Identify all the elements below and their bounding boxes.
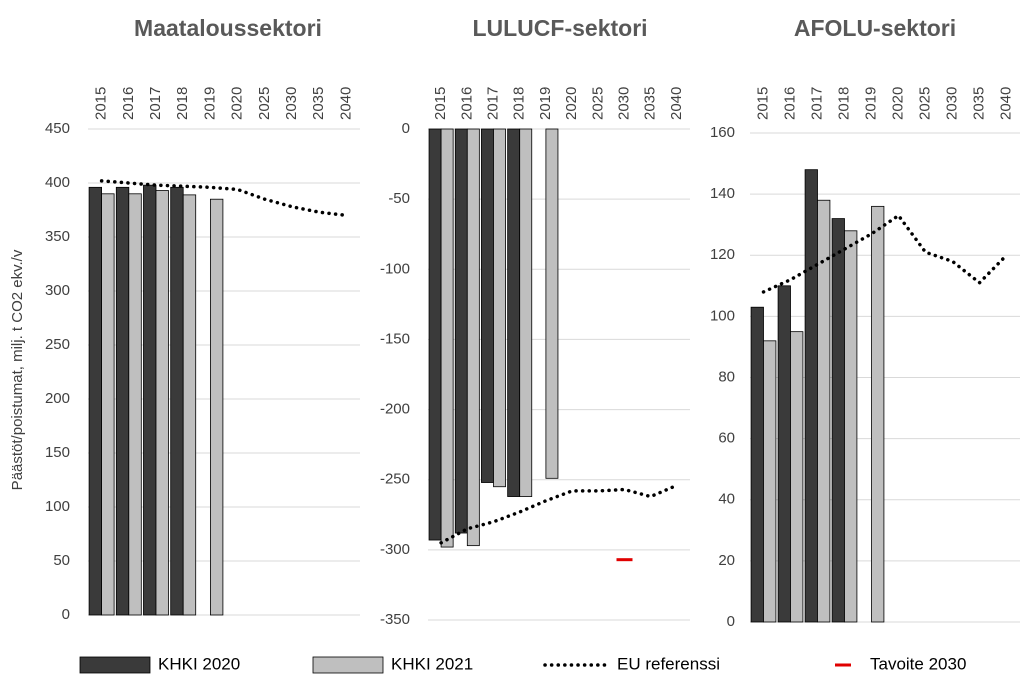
y-tick-label: -250 <box>380 471 410 488</box>
bar <box>871 205 885 623</box>
bar <box>115 186 130 616</box>
y-tick-label: 160 <box>710 124 735 141</box>
x-tick-label: 2017 <box>147 87 164 120</box>
x-tick-label: 2015 <box>93 87 110 120</box>
x-tick-label: 2040 <box>337 87 354 120</box>
bar <box>817 199 831 623</box>
y-tick-label: 40 <box>718 491 735 508</box>
y-tick-label: 0 <box>402 120 410 137</box>
y-tick-label: 200 <box>45 390 70 407</box>
x-tick-label: 2018 <box>511 87 528 120</box>
bar <box>545 128 559 479</box>
y-tick-label: -150 <box>380 330 410 347</box>
y-tick-label: 120 <box>710 246 735 263</box>
x-tick-label: 2025 <box>256 87 273 120</box>
y-tick-label: 350 <box>45 228 70 245</box>
x-tick-label: 2020 <box>563 87 580 120</box>
y-tick-label: -50 <box>388 190 410 207</box>
x-tick-label: 2030 <box>615 87 632 120</box>
x-tick-label: 2025 <box>916 87 933 120</box>
y-tick-label: -100 <box>380 260 410 277</box>
x-tick-label: 2035 <box>970 87 987 120</box>
bar <box>454 128 468 534</box>
y-tick-label: 80 <box>718 368 735 385</box>
bar <box>155 190 169 616</box>
y-tick-label: 0 <box>62 606 70 623</box>
chart-title: AFOLU-sektori <box>794 15 956 41</box>
bar <box>428 128 442 541</box>
bar <box>170 186 184 616</box>
bar <box>777 285 791 623</box>
bar <box>519 128 533 497</box>
y-tick-label: 250 <box>45 336 70 353</box>
bar <box>493 128 506 488</box>
y-tick-label: -300 <box>380 541 410 558</box>
x-tick-label: 2025 <box>589 87 606 120</box>
bar <box>440 128 454 548</box>
y-tick-label: 0 <box>727 613 735 630</box>
x-tick-label: 2018 <box>835 87 852 120</box>
bar <box>790 331 804 623</box>
legend-label: EU referenssi <box>617 654 720 673</box>
x-tick-label: 2040 <box>668 87 685 120</box>
legend-label: KHKI 2021 <box>391 654 473 673</box>
line-series <box>761 213 1009 294</box>
x-tick-label: 2035 <box>310 87 327 120</box>
legend-label: KHKI 2020 <box>158 654 240 673</box>
line-series <box>99 179 349 218</box>
x-tick-label: 2016 <box>458 87 475 120</box>
x-tick-label: 2019 <box>201 87 218 120</box>
x-tick-label: 2035 <box>642 87 659 120</box>
legend-swatch <box>312 656 384 674</box>
y-tick-label: 450 <box>45 120 70 137</box>
y-axis-label: Päästöt/poistumat, milj. t CO2 ekv./v <box>9 249 26 490</box>
x-tick-label: 2020 <box>889 87 906 120</box>
y-tick-label: 400 <box>45 174 70 191</box>
legend-label: Tavoite 2030 <box>870 654 966 673</box>
y-tick-label: 50 <box>53 552 70 569</box>
y-tick-label: 140 <box>710 185 735 202</box>
y-tick-label: 100 <box>45 498 70 515</box>
x-tick-label: 2017 <box>808 87 825 120</box>
x-tick-label: 2015 <box>432 87 449 120</box>
bar <box>101 193 115 616</box>
x-tick-label: 2016 <box>781 87 798 120</box>
x-tick-label: 2030 <box>943 87 960 120</box>
y-tick-label: 20 <box>718 552 735 569</box>
bar <box>750 306 764 623</box>
legend-swatch <box>79 656 151 674</box>
chart-title: Maataloussektori <box>134 15 322 41</box>
bar <box>88 186 102 616</box>
bar <box>143 184 157 616</box>
x-tick-label: 2019 <box>862 87 879 120</box>
bar <box>804 169 818 623</box>
x-tick-label: 2015 <box>754 87 771 120</box>
bar <box>831 218 845 623</box>
bar <box>209 198 224 616</box>
bar <box>182 194 197 616</box>
bar <box>466 128 480 547</box>
x-tick-label: 2017 <box>484 87 501 120</box>
bar <box>763 340 777 623</box>
bar <box>128 193 142 616</box>
x-tick-label: 2019 <box>537 87 554 120</box>
y-tick-label: 100 <box>710 307 735 324</box>
y-tick-label: 300 <box>45 282 70 299</box>
x-tick-label: 2020 <box>229 87 246 120</box>
y-tick-label: 60 <box>718 430 735 447</box>
x-tick-label: 2030 <box>283 87 300 120</box>
y-tick-label: 150 <box>45 444 70 461</box>
x-tick-label: 2016 <box>120 87 137 120</box>
bar <box>844 230 858 623</box>
x-tick-label: 2040 <box>997 87 1014 120</box>
bar <box>481 128 494 483</box>
y-tick-label: -350 <box>380 611 410 628</box>
chart-title: LULUCF-sektori <box>472 15 647 41</box>
x-tick-label: 2018 <box>174 87 191 120</box>
bar <box>507 128 521 497</box>
y-tick-label: -200 <box>380 401 410 418</box>
